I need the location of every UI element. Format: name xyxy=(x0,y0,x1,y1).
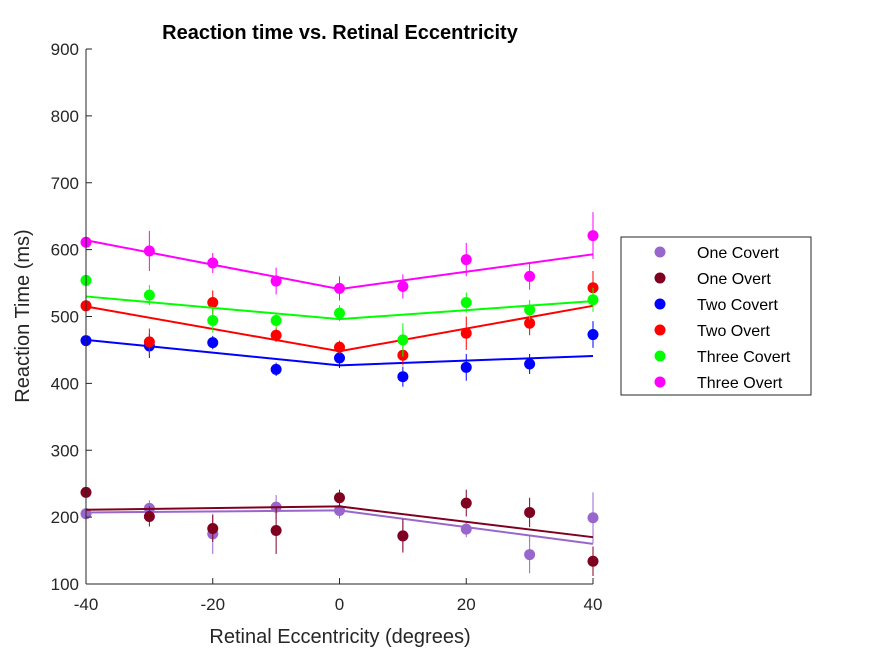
data-point xyxy=(587,294,599,306)
legend-marker-one-overt xyxy=(654,272,666,284)
data-point xyxy=(334,352,345,364)
x-tick-label: -20 xyxy=(200,595,225,614)
data-point xyxy=(587,555,599,567)
legend-label-one-overt: One Overt xyxy=(697,271,771,288)
data-point xyxy=(460,497,472,509)
y-tick-label: 400 xyxy=(51,374,79,393)
data-point xyxy=(207,296,219,308)
x-tick-label: 20 xyxy=(457,595,476,614)
data-point xyxy=(587,329,599,341)
data-point xyxy=(587,230,599,242)
legend-marker-three-overt xyxy=(654,376,666,388)
data-point xyxy=(524,270,536,282)
series-three-overt xyxy=(80,212,599,301)
data-point xyxy=(334,341,345,353)
legend-label-three-covert: Three Covert xyxy=(697,349,791,366)
x-tick-label: -40 xyxy=(74,595,99,614)
data-point xyxy=(270,329,282,341)
data-point xyxy=(143,510,155,522)
data-point xyxy=(270,525,282,536)
fit-line xyxy=(85,295,594,321)
data-point xyxy=(207,315,219,327)
y-axis-label: Reaction Time (ms) xyxy=(12,229,34,402)
series-one-overt xyxy=(80,480,599,576)
legend: One Covert One Overt Two Covert Two Overt Th… xyxy=(620,236,812,396)
y-tick-label: 700 xyxy=(51,174,79,193)
data-point xyxy=(270,275,282,287)
y-tick-label: 300 xyxy=(51,441,79,460)
chart-title: Reaction time vs. Retinal Eccentricity xyxy=(162,22,519,44)
data-point xyxy=(334,492,345,504)
data-point xyxy=(524,317,536,329)
legend-marker-three-covert xyxy=(654,350,666,362)
legend-label-three-overt: Three Overt xyxy=(697,375,783,392)
y-tick-label: 100 xyxy=(51,575,79,594)
data-point xyxy=(524,304,536,316)
data-point xyxy=(460,361,472,373)
y-tick-label: 800 xyxy=(51,107,79,126)
axes: 100 200 300 400 500 600 700 800 900 -40 -20 0 20 40 xyxy=(51,40,603,614)
data-point xyxy=(397,280,409,292)
data-point xyxy=(334,282,345,294)
data-point xyxy=(397,371,409,383)
legend-box xyxy=(620,236,812,396)
y-tick-label: 200 xyxy=(51,508,79,527)
data-point xyxy=(524,358,536,370)
data-point xyxy=(587,512,599,524)
x-tick-label: 0 xyxy=(335,595,344,614)
data-point xyxy=(397,334,409,346)
legend-label-two-covert: Two Covert xyxy=(697,297,778,314)
data-point xyxy=(524,506,536,518)
legend-marker-one-covert xyxy=(654,246,666,258)
legend-label-two-overt: Two Overt xyxy=(697,323,770,340)
data-point xyxy=(460,254,472,266)
data-point xyxy=(270,363,282,375)
y-tick-label: 600 xyxy=(51,241,79,260)
x-tick-label: 40 xyxy=(584,595,603,614)
data-point xyxy=(397,530,409,542)
legend-marker-two-covert xyxy=(654,298,666,310)
plot-area xyxy=(80,212,599,576)
fit-line xyxy=(85,338,594,367)
data-point xyxy=(460,327,472,339)
data-point xyxy=(334,307,345,319)
fit-line xyxy=(85,505,594,539)
y-tick-label: 500 xyxy=(51,308,79,327)
data-point xyxy=(270,315,282,327)
data-point xyxy=(143,336,155,348)
y-tick-label: 900 xyxy=(51,40,79,59)
legend-label-one-covert: One Covert xyxy=(697,245,779,262)
data-point xyxy=(460,523,472,535)
data-point xyxy=(143,245,155,257)
data-point xyxy=(207,522,219,534)
series-two-covert xyxy=(80,321,599,387)
data-point xyxy=(143,289,155,301)
legend-marker-two-overt xyxy=(654,324,666,336)
data-point xyxy=(460,296,472,308)
x-axis-label: Retinal Eccentricity (degrees) xyxy=(209,626,470,648)
data-point xyxy=(524,549,536,561)
data-point xyxy=(207,257,219,269)
data-point xyxy=(207,337,219,349)
